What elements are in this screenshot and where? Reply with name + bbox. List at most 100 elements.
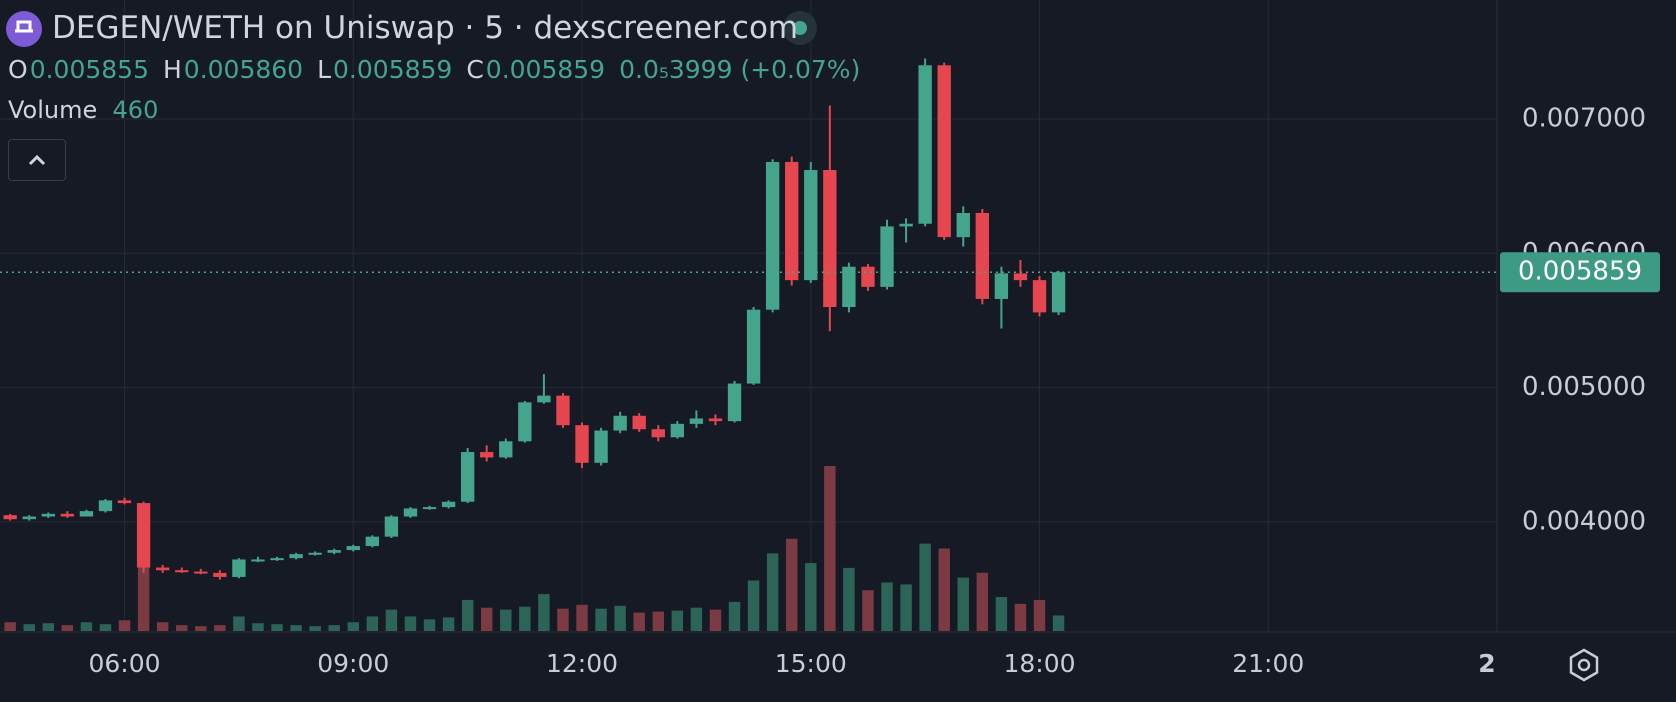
y-tick-label: 0.005000 bbox=[1522, 372, 1646, 402]
candle-body bbox=[365, 536, 380, 547]
candle-body bbox=[98, 500, 113, 512]
candle-body bbox=[518, 402, 532, 442]
volume-legend: Volume 460 bbox=[8, 96, 158, 124]
ohlc-label: L bbox=[317, 55, 332, 84]
volume-bar bbox=[137, 563, 150, 631]
volume-bar bbox=[938, 548, 950, 631]
candle-body bbox=[1051, 272, 1066, 313]
candle-body bbox=[746, 309, 761, 384]
candle-body bbox=[213, 572, 227, 577]
x-tick-label: 18:00 bbox=[1003, 649, 1075, 678]
ohlc-label: C bbox=[466, 55, 484, 84]
volume-bar bbox=[61, 625, 74, 631]
settings-icon-center bbox=[1577, 658, 1591, 672]
volume-bar bbox=[785, 538, 798, 631]
volume-bar bbox=[824, 466, 836, 631]
candle-body bbox=[289, 554, 303, 559]
candle-body bbox=[155, 567, 170, 571]
volume-bar bbox=[23, 624, 35, 631]
volume-bar bbox=[614, 605, 626, 631]
candle-body bbox=[499, 441, 513, 458]
candle-body bbox=[270, 558, 284, 561]
last-price-box bbox=[1500, 252, 1660, 293]
candle-body bbox=[727, 383, 742, 422]
volume-bar bbox=[480, 607, 493, 631]
candle-body bbox=[22, 516, 36, 520]
volume-bar bbox=[271, 624, 283, 631]
volume-bar bbox=[347, 622, 360, 631]
volume-bar bbox=[881, 582, 893, 631]
volume-bar bbox=[1014, 603, 1027, 631]
volume-bar bbox=[900, 584, 912, 631]
candle-body bbox=[899, 223, 913, 227]
collapse-button[interactable] bbox=[8, 139, 66, 181]
x-tick-label: 12:00 bbox=[546, 649, 618, 678]
volume-bar bbox=[995, 597, 1008, 631]
x-tick-label: 15:00 bbox=[775, 649, 847, 678]
ohlc-value: 0.005860 bbox=[183, 55, 304, 84]
candle-body bbox=[632, 415, 646, 430]
volume-bar bbox=[233, 616, 245, 631]
candle-body bbox=[308, 552, 322, 555]
volume-bar bbox=[957, 577, 969, 631]
volume-bar bbox=[709, 609, 722, 631]
candle-body bbox=[975, 212, 989, 299]
candle-body bbox=[60, 513, 75, 517]
volume-bar bbox=[99, 624, 112, 631]
last-price-label: 0.005859 bbox=[1518, 257, 1642, 287]
volume-bar bbox=[728, 601, 741, 631]
candle-body bbox=[823, 170, 837, 308]
candle-body bbox=[480, 452, 494, 458]
candle-body bbox=[842, 266, 856, 308]
candle-body bbox=[651, 429, 665, 438]
chevron bbox=[28, 154, 46, 166]
volume-bar bbox=[309, 626, 321, 631]
x-tick-label: 21:00 bbox=[1232, 649, 1304, 678]
ohlc-value: 0.005859 bbox=[485, 55, 606, 84]
candle-body bbox=[994, 273, 1009, 299]
candle-body bbox=[3, 515, 17, 520]
candle-body bbox=[1032, 280, 1047, 313]
candle-body bbox=[79, 511, 94, 517]
candle-body bbox=[575, 425, 589, 463]
candle-body bbox=[956, 212, 970, 238]
volume-bar bbox=[538, 594, 550, 631]
y-tick-label: 0.004000 bbox=[1522, 506, 1646, 536]
candle-body bbox=[422, 507, 437, 510]
candle-body bbox=[613, 415, 627, 431]
ohlc-label: O bbox=[8, 55, 28, 84]
ohlc-label: H bbox=[162, 55, 182, 84]
candle-body bbox=[136, 503, 151, 568]
volume-bar bbox=[423, 619, 436, 631]
volume-bar bbox=[42, 623, 55, 631]
volume-bar bbox=[652, 611, 664, 631]
price-change: 0.0₅3999 (+0.07%) bbox=[619, 55, 861, 84]
candle-body bbox=[765, 161, 780, 310]
candle-body bbox=[441, 501, 456, 508]
x-tick-label: 06:00 bbox=[89, 649, 161, 678]
volume-bar bbox=[766, 553, 779, 631]
volume-label: Volume bbox=[8, 96, 98, 124]
candle-body bbox=[41, 513, 55, 517]
candle-body bbox=[251, 559, 265, 562]
candle-body bbox=[232, 559, 246, 577]
volume-bar bbox=[500, 609, 512, 631]
volume-bar bbox=[195, 626, 207, 631]
candle-body bbox=[861, 266, 875, 287]
y-tick-label: 0.007000 bbox=[1522, 103, 1646, 133]
candle-body bbox=[880, 226, 894, 287]
candle-body bbox=[937, 65, 951, 238]
candle-body bbox=[594, 430, 608, 463]
candle-body bbox=[175, 570, 189, 573]
volume-bar bbox=[328, 625, 340, 631]
volume-bar bbox=[1052, 615, 1065, 631]
candle-body bbox=[556, 395, 570, 426]
volume-bar bbox=[4, 622, 16, 631]
volume-bar bbox=[595, 608, 607, 631]
volume-bar bbox=[633, 612, 645, 631]
candle-body bbox=[346, 546, 360, 551]
volume-bar bbox=[1033, 599, 1046, 631]
volume-bar bbox=[442, 617, 455, 631]
